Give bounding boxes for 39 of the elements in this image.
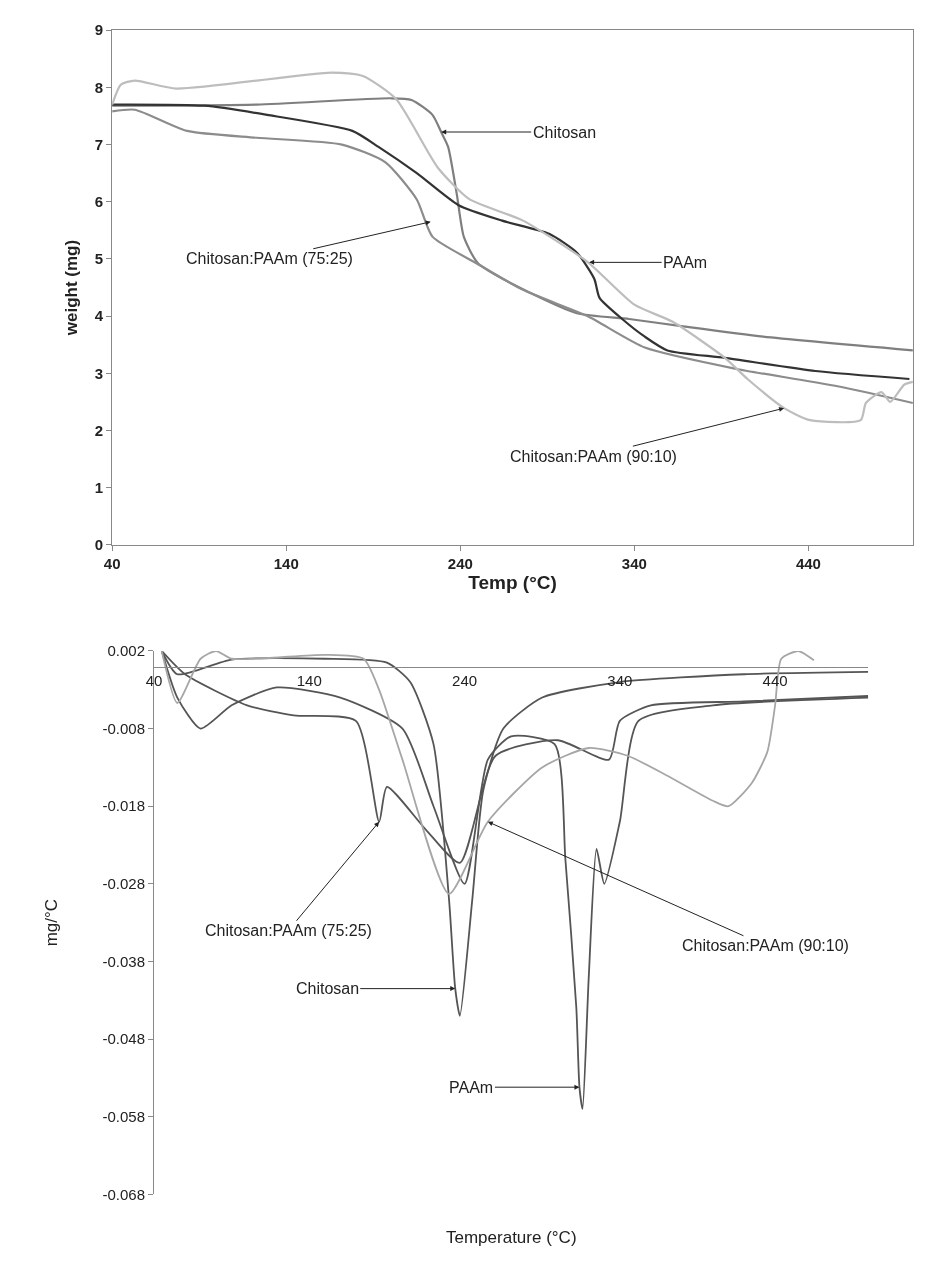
y-tick-label: 1 [94,478,104,496]
y-tick-label: 8 [94,78,104,96]
y-tick-label: -0.008 [102,719,146,737]
x-axis-title: Temp (°C) [468,571,557,593]
annotation: PAAm [663,254,708,271]
y-tick-label: -0.058 [102,1107,146,1125]
y-tick-label: 5 [94,250,104,268]
annotation: PAAm [449,1079,494,1096]
y-tick-label: 9 [94,21,104,39]
x-tick-label: 440 [762,671,788,689]
x-tick-label: 40 [103,554,121,572]
y-tick-label: 4 [94,307,104,325]
y-axis-title: mg/°C [42,898,62,947]
annotation: Chitosan:PAAm (75:25) [186,250,353,267]
annotation: Chitosan [533,124,597,141]
annotation: Chitosan [296,980,360,997]
x-tick-label: 140 [296,671,322,689]
annotation: Chitosan:PAAm (75:25) [205,922,372,939]
annotation: Chitosan:PAAm (90:10) [682,937,849,954]
y-tick-label: 7 [94,135,104,153]
x-axis-title: Temperature (°C) [446,1228,577,1247]
y-tick-label: -0.068 [102,1185,146,1203]
y-tick-label: 0 [94,536,104,554]
x-tick-label: 340 [621,554,647,572]
annotation: Chitosan:PAAm (90:10) [510,448,677,465]
x-tick-label: 240 [447,554,473,572]
y-tick-label: 6 [94,193,104,211]
y-tick-label: -0.048 [102,1030,146,1048]
x-tick-label: 140 [273,554,299,572]
y-tick-label: -0.038 [102,952,146,970]
x-tick-label: 240 [452,671,478,689]
y-tick-label: -0.018 [102,797,146,815]
y-tick-label: 0.002 [107,642,146,660]
y-tick-label: 2 [94,421,104,439]
y-axis-title: weight (mg) [62,239,82,337]
x-tick-label: 40 [145,671,163,689]
y-tick-label: -0.028 [102,875,146,893]
x-tick-label: 440 [795,554,821,572]
y-tick-label: 3 [94,364,104,382]
